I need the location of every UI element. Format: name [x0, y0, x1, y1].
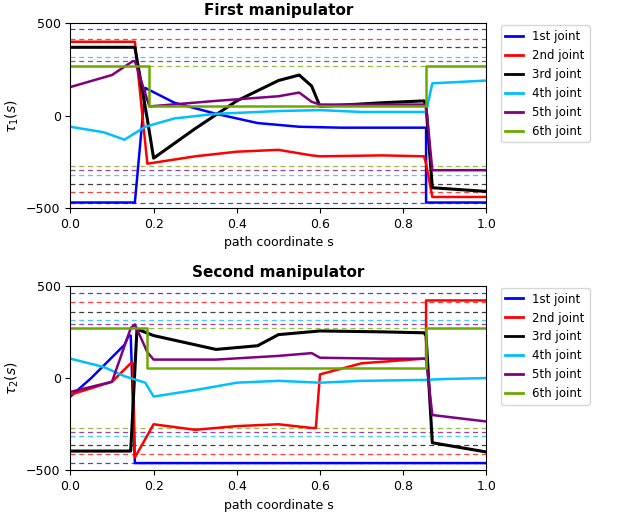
X-axis label: path coordinate s: path coordinate s	[223, 236, 333, 249]
X-axis label: path coordinate s: path coordinate s	[223, 499, 333, 512]
Legend: 1st joint, 2nd joint, 3rd joint, 4th joint, 5th joint, 6th joint: 1st joint, 2nd joint, 3rd joint, 4th joi…	[500, 25, 589, 142]
Legend: 1st joint, 2nd joint, 3rd joint, 4th joint, 5th joint, 6th joint: 1st joint, 2nd joint, 3rd joint, 4th joi…	[500, 288, 589, 405]
Title: First manipulator: First manipulator	[204, 3, 353, 18]
Title: Second manipulator: Second manipulator	[192, 265, 365, 280]
Y-axis label: $\tau_2(s)$: $\tau_2(s)$	[3, 361, 20, 395]
Y-axis label: $\tau_1(s)$: $\tau_1(s)$	[3, 99, 20, 132]
